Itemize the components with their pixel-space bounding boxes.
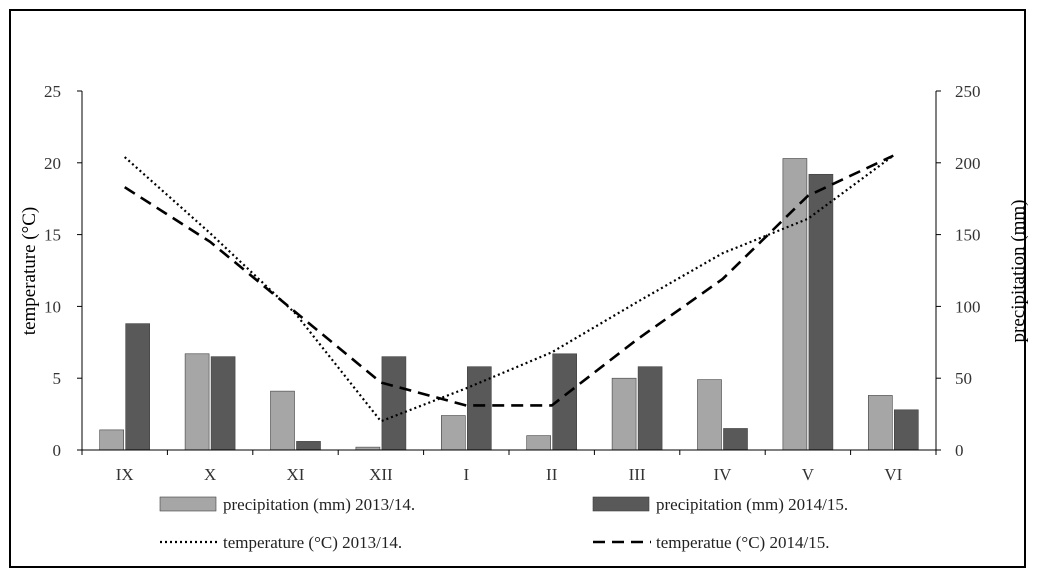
x-tick-label-X: X <box>204 465 216 484</box>
legend-label-1: precipitation (mm) 2014/15. <box>656 495 848 514</box>
bar-2013-14-XI <box>270 390 295 451</box>
y-right-tick-label: 100 <box>955 297 981 316</box>
y-left-axis-title: temperature (°C) <box>19 207 40 335</box>
bar-2013-14-I <box>440 415 466 451</box>
legend-label-0: precipitation (mm) 2013/14. <box>223 495 415 514</box>
bar-2013-14-V <box>782 158 808 451</box>
y-left-tick-label: 5 <box>53 369 62 388</box>
x-tick-label-V: V <box>802 465 815 484</box>
y-right-tick-label: 50 <box>955 369 972 388</box>
x-tick-label-XII: XII <box>369 465 393 484</box>
bar-2014-15-I <box>466 366 492 451</box>
bar-2013-14-IX <box>99 429 124 451</box>
legend: precipitation (mm) 2013/14. precipitation… <box>159 495 848 552</box>
y-right-tick-label: 0 <box>955 441 964 460</box>
y-left-tick-label: 20 <box>44 154 61 173</box>
y-right-axis-title: precipitation (mm) <box>1008 200 1029 343</box>
bar-2014-15-III <box>637 366 663 451</box>
chart-frame <box>9 9 1026 568</box>
y-right-tick-label: 250 <box>955 82 981 101</box>
bar-2013-14-X <box>184 353 210 451</box>
line-temperature-2014-15 <box>124 154 894 407</box>
bar-2014-15-X <box>210 356 236 451</box>
y-left-tick-label: 15 <box>44 226 61 245</box>
bar-2013-14-II <box>526 435 552 451</box>
bar-2013-14-IV <box>697 379 722 451</box>
x-tick-label-VI: VI <box>884 465 902 484</box>
bar-2014-15-V <box>808 173 834 451</box>
x-tick-label-II: II <box>546 465 558 484</box>
line-temperature-2013-14 <box>123 154 894 423</box>
legend-swatch-1 <box>592 496 650 512</box>
y-right-tick-label: 150 <box>955 226 981 245</box>
x-tick-label-I: I <box>463 465 469 484</box>
bar-2014-15-XI <box>296 441 321 451</box>
lines-layer <box>123 154 894 423</box>
legend-swatch-0 <box>159 496 217 512</box>
y-right-tick-label: 200 <box>955 154 981 173</box>
y-left-tick-label: 10 <box>44 297 61 316</box>
bar-2013-14-III <box>611 377 637 451</box>
x-tick-label-XI: XI <box>287 465 305 484</box>
bar-2013-14-VI <box>867 395 893 451</box>
bar-2014-15-XII <box>381 356 407 451</box>
bar-2014-15-VI <box>893 409 919 451</box>
y-left-tick-label: 0 <box>53 441 62 460</box>
legend-label-2: temperature (°C) 2013/14. <box>223 533 402 552</box>
legend-label-3: temperatue (°C) 2014/15. <box>656 533 829 552</box>
bar-2014-15-IX <box>125 323 150 451</box>
x-tick-label-IV: IV <box>714 465 733 484</box>
axes-layer <box>81 91 937 451</box>
bars-layer <box>99 158 919 451</box>
bar-2014-15-IV <box>723 428 748 451</box>
x-tick-label-IX: IX <box>116 465 134 484</box>
x-tick-label-III: III <box>629 465 646 484</box>
y-left-tick-label: 25 <box>44 82 61 101</box>
